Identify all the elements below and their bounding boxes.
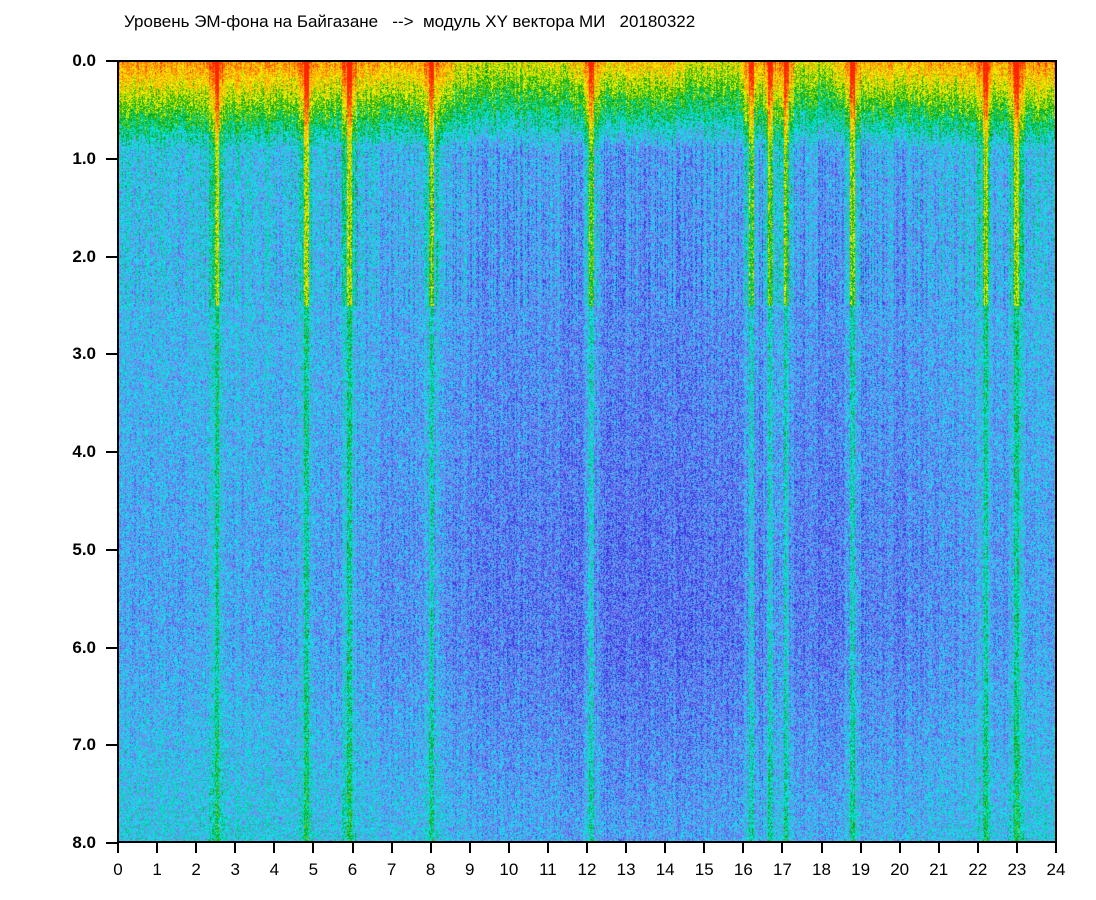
x-tick-mark (820, 843, 823, 853)
x-tick-mark (937, 843, 940, 853)
x-tick-label: 18 (812, 860, 831, 879)
y-tick-label: 6.0 (72, 637, 96, 657)
x-tick-mark (468, 843, 471, 853)
x-tick-label: 16 (733, 860, 753, 879)
y-tick-label: 5.0 (72, 539, 96, 559)
x-tick-label: 17 (772, 860, 792, 879)
x-tick-mark (351, 843, 354, 853)
x-tick-mark (898, 843, 901, 853)
x-tick-label: 12 (577, 860, 597, 879)
y-tick-label: 2.0 (72, 246, 96, 266)
x-tick-mark (117, 843, 119, 853)
x-tick-label: 7 (386, 860, 397, 879)
x-tick-mark (781, 843, 784, 853)
x-tick-mark (273, 843, 276, 853)
y-tick-mark (106, 157, 117, 160)
x-tick-mark (976, 843, 979, 853)
x-tick-mark (546, 843, 549, 853)
x-tick-label: 13 (616, 860, 636, 879)
x-tick-label: 5 (308, 860, 319, 879)
y-tick-mark (106, 744, 117, 747)
x-tick-mark (1055, 843, 1057, 853)
x-tick-mark (1015, 843, 1018, 853)
x-tick-label: 2 (191, 860, 201, 879)
x-tick-mark (507, 843, 510, 853)
y-tick-mark (106, 842, 117, 844)
x-tick-label: 14 (655, 860, 675, 879)
x-tick-label: 3 (230, 860, 240, 879)
y-tick-mark (106, 60, 117, 62)
x-tick-mark (586, 843, 588, 853)
x-tick-mark (703, 843, 706, 853)
plot-frame (117, 60, 1057, 843)
x-tick-mark (742, 843, 745, 853)
x-tick-label: 9 (465, 860, 475, 879)
x-tick-mark (429, 843, 432, 853)
x-tick-label: 23 (1007, 860, 1027, 879)
y-tick-mark (106, 451, 117, 453)
x-tick-label: 1 (152, 860, 162, 879)
heatmap-canvas (119, 62, 1055, 841)
y-tick-mark (106, 646, 117, 649)
x-tick-label: 11 (539, 860, 557, 879)
x-tick-mark (234, 843, 237, 853)
x-tick-mark (156, 843, 159, 853)
x-tick-label: 10 (499, 860, 519, 879)
y-tick-mark (106, 255, 117, 258)
y-tick-label: 4.0 (72, 442, 96, 461)
x-tick-label: 15 (694, 860, 714, 879)
x-tick-label: 21 (929, 860, 949, 879)
chart-title: Уровень ЭМ-фона на Байгазане --> модуль … (124, 12, 696, 31)
x-tick-mark (390, 843, 393, 853)
x-tick-label: 0 (113, 860, 123, 879)
y-tick-label: 3.0 (72, 344, 96, 364)
y-tick-label: 7.0 (72, 735, 96, 755)
x-tick-label: 6 (347, 860, 358, 879)
y-tick-label: 0.0 (72, 51, 96, 70)
x-tick-mark (664, 843, 667, 853)
y-tick-label: 1.0 (72, 148, 96, 168)
x-tick-mark (312, 843, 315, 853)
x-tick-label: 19 (851, 860, 871, 879)
y-tick-mark (106, 548, 117, 551)
y-tick-label: 8.0 (72, 833, 96, 852)
x-tick-mark (625, 843, 628, 853)
x-tick-label: 8 (425, 860, 436, 879)
x-tick-label: 22 (968, 860, 988, 879)
x-tick-label: 20 (890, 860, 910, 879)
y-tick-mark (106, 353, 117, 356)
x-tick-label: 4 (269, 860, 280, 879)
x-tick-mark (859, 843, 862, 853)
x-tick-mark (195, 843, 198, 853)
x-tick-label: 24 (1046, 860, 1066, 879)
